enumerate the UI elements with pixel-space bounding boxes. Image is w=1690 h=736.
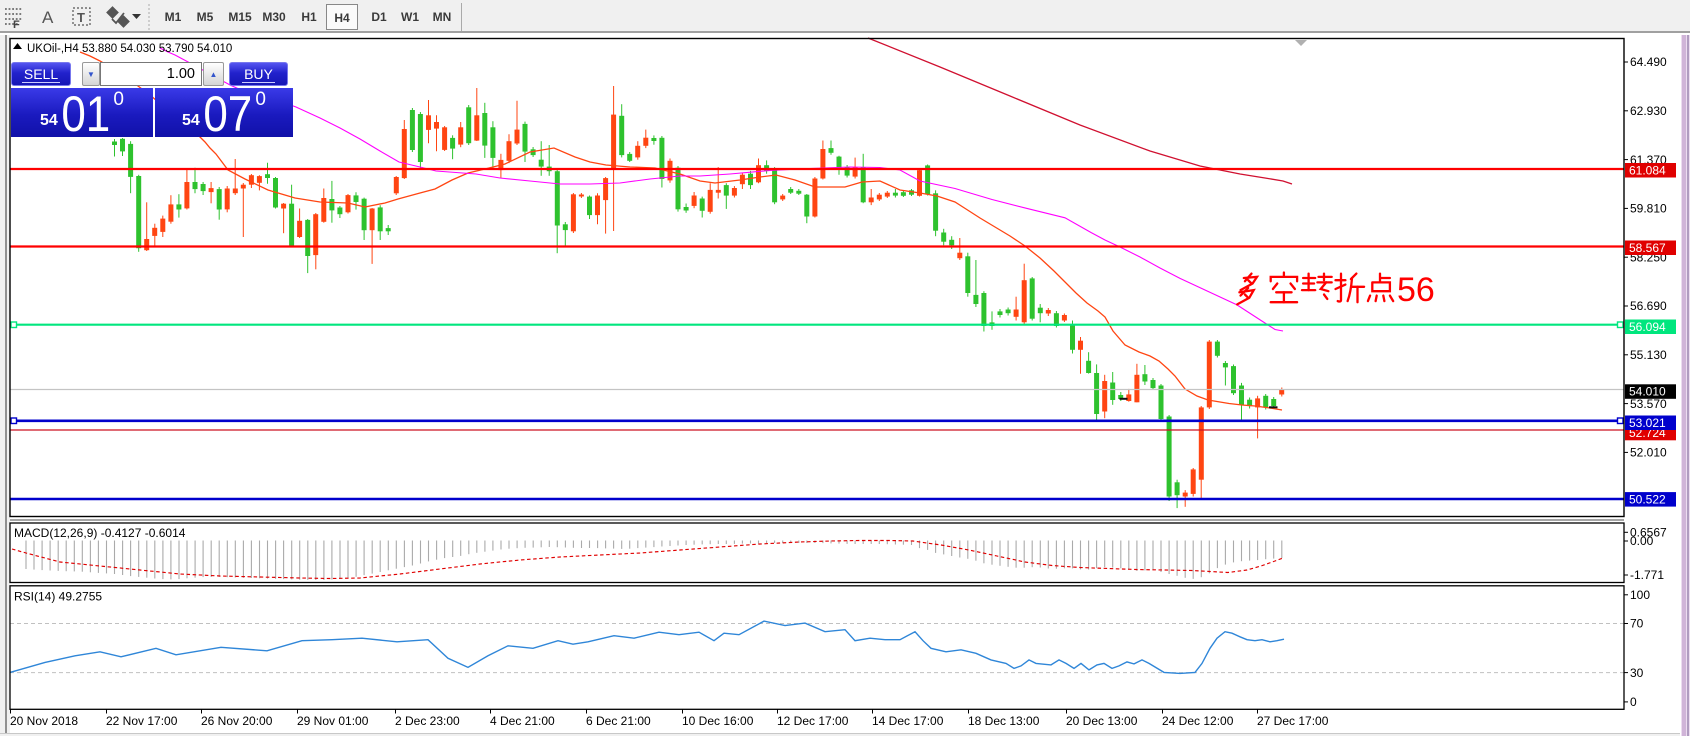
- svg-text:12 Dec 17:00: 12 Dec 17:00: [777, 714, 849, 728]
- svg-text:-1.771: -1.771: [1630, 568, 1664, 582]
- svg-text:20 Nov 2018: 20 Nov 2018: [10, 714, 78, 728]
- svg-text:52.010: 52.010: [1630, 446, 1667, 460]
- svg-text:56.094: 56.094: [1629, 320, 1666, 334]
- svg-text:20 Dec 13:00: 20 Dec 13:00: [1066, 714, 1138, 728]
- svg-text:50.522: 50.522: [1629, 493, 1666, 507]
- svg-text:0.6567: 0.6567: [1630, 526, 1667, 540]
- svg-text:56: 56: [1397, 271, 1435, 309]
- svg-text:2 Dec 23:00: 2 Dec 23:00: [395, 714, 460, 728]
- svg-text:30: 30: [1630, 666, 1644, 680]
- svg-text:55.130: 55.130: [1630, 348, 1667, 362]
- svg-text:62.930: 62.930: [1630, 104, 1667, 118]
- svg-text:54.010: 54.010: [1629, 385, 1666, 399]
- svg-text:61.084: 61.084: [1629, 163, 1666, 177]
- svg-text:14 Dec 17:00: 14 Dec 17:00: [872, 714, 944, 728]
- svg-text:A: A: [42, 8, 54, 27]
- svg-text:29 Nov 01:00: 29 Nov 01:00: [297, 714, 369, 728]
- svg-text:53.570: 53.570: [1630, 397, 1667, 411]
- svg-text:24 Dec 12:00: 24 Dec 12:00: [1162, 714, 1234, 728]
- svg-text:10 Dec 16:00: 10 Dec 16:00: [682, 714, 754, 728]
- svg-text:UKOil-,H4 53.880 54.030 53.79: UKOil-,H4 53.880 54.030 53.790 54.010: [27, 43, 232, 55]
- svg-text:4 Dec 21:00: 4 Dec 21:00: [490, 714, 555, 728]
- svg-text:59.810: 59.810: [1630, 202, 1667, 216]
- svg-text:56.690: 56.690: [1630, 299, 1667, 313]
- svg-text:64.490: 64.490: [1630, 55, 1667, 69]
- svg-text:0.00: 0.00: [1630, 534, 1654, 548]
- svg-text:6 Dec 21:00: 6 Dec 21:00: [586, 714, 651, 728]
- svg-text:53.021: 53.021: [1629, 416, 1666, 430]
- svg-text:22 Nov 17:00: 22 Nov 17:00: [106, 714, 178, 728]
- svg-text:27 Dec 17:00: 27 Dec 17:00: [1257, 714, 1329, 728]
- svg-text:26 Nov 20:00: 26 Nov 20:00: [201, 714, 273, 728]
- svg-text:T: T: [77, 10, 85, 25]
- svg-text:100: 100: [1630, 588, 1650, 602]
- svg-text:58.567: 58.567: [1629, 241, 1666, 255]
- svg-text:MACD(12,26,9) -0.4127 -0.6014: MACD(12,26,9) -0.4127 -0.6014: [14, 526, 186, 540]
- svg-text:70: 70: [1630, 617, 1644, 631]
- svg-text:RSI(14) 49.2755: RSI(14) 49.2755: [14, 590, 102, 604]
- svg-text:F: F: [13, 19, 20, 31]
- svg-text:0: 0: [1630, 695, 1637, 709]
- svg-text:18 Dec 13:00: 18 Dec 13:00: [968, 714, 1040, 728]
